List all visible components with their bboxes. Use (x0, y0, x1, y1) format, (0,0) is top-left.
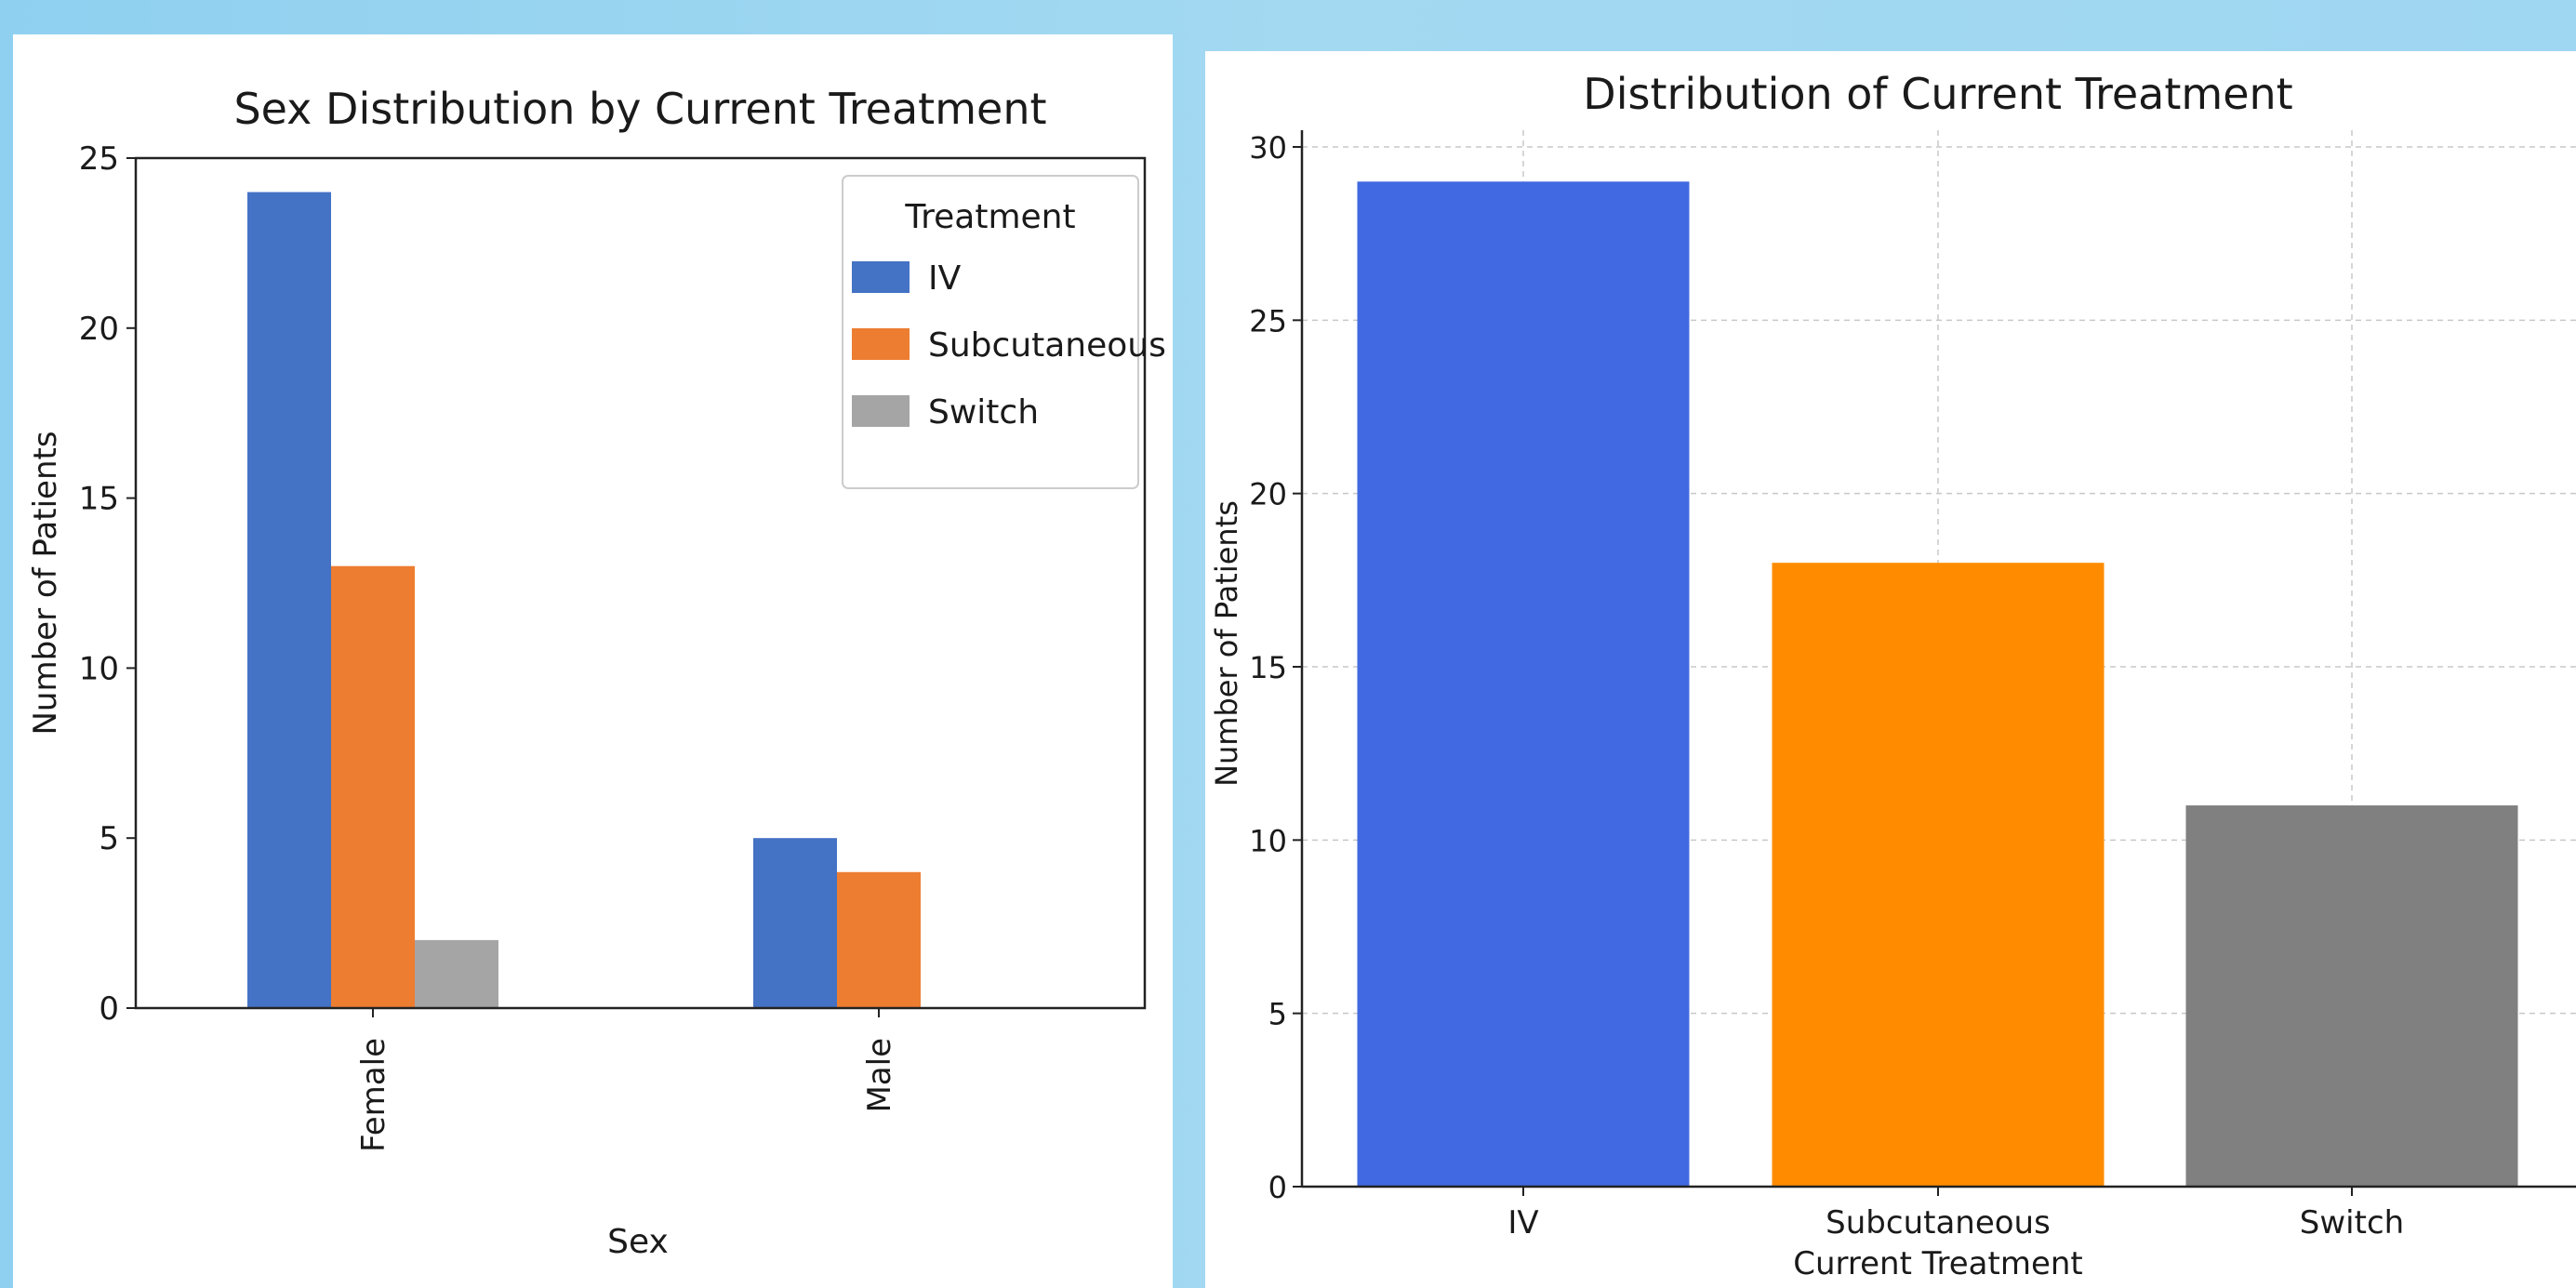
bar-female-iv (247, 192, 331, 1008)
bar-male-iv (753, 838, 837, 1008)
x-tick-label: Female (355, 1038, 392, 1152)
y-axis-label: Number of Patients (27, 431, 64, 735)
y-tick-label: 0 (1268, 1170, 1287, 1205)
x-tick-label: Switch (2300, 1204, 2404, 1242)
x-tick-label: Male (861, 1038, 898, 1113)
legend-box (842, 175, 1139, 489)
bar-group (1357, 181, 2518, 1188)
chart-panel-sex-distribution: Sex Distribution by Current Treatment Nu… (13, 34, 1173, 1288)
bar-switch (2185, 805, 2518, 1187)
bar-female-subcutaneous (331, 565, 415, 1008)
chart-panel-treatment-distribution: Distribution of Current Treatment Number… (1205, 51, 2576, 1288)
x-tick-label: IV (1507, 1204, 1538, 1242)
chart-title: Distribution of Current Treatment (1583, 69, 2292, 119)
y-tick-label: 15 (1249, 650, 1287, 685)
y-tick-label: 25 (1249, 303, 1287, 339)
bar-subcutaneous (1772, 563, 2105, 1187)
legend-swatch (852, 261, 910, 293)
legend: Treatment IV Subcutaneous Switch (842, 175, 1166, 489)
y-tick-label: 10 (1249, 823, 1287, 858)
legend-label: Subcutaneous (928, 326, 1166, 365)
y-tick-label: 25 (79, 140, 119, 178)
bar-group (247, 192, 921, 1008)
chart-title: Sex Distribution by Current Treatment (233, 84, 1046, 134)
y-tick-label: 30 (1249, 130, 1287, 166)
y-axis-label: Number of Patients (1209, 500, 1244, 787)
y-tick-label: 0 (99, 990, 119, 1028)
x-axis-ticks: IV Subcutaneous Switch (1507, 1187, 2404, 1242)
treatment-distribution-chart: Distribution of Current Treatment Number… (1209, 69, 2576, 1282)
legend-swatch (852, 328, 910, 360)
legend-label: Switch (928, 393, 1039, 432)
bar-male-subcutaneous (837, 871, 921, 1008)
x-tick-label: Subcutaneous (1826, 1204, 2051, 1242)
legend-label: IV (928, 259, 962, 298)
y-tick-label: 15 (79, 481, 119, 518)
sex-distribution-chart: Sex Distribution by Current Treatment Nu… (27, 84, 1166, 1261)
plot-frame (134, 156, 1147, 1010)
y-tick-label: 20 (79, 311, 119, 348)
y-tick-label: 5 (99, 820, 119, 857)
y-tick-label: 10 (79, 650, 119, 687)
bar-female-switch (415, 939, 498, 1008)
legend-swatch (852, 395, 910, 427)
legend-title: Treatment (904, 198, 1075, 236)
bar-iv (1357, 181, 1690, 1188)
y-tick-label: 20 (1249, 477, 1287, 512)
x-axis-ticks: Female Male (355, 1008, 898, 1152)
y-tick-label: 5 (1268, 997, 1287, 1032)
x-axis-label: Current Treatment (1793, 1245, 2083, 1282)
y-axis-ticks: 0 5 10 15 20 25 (79, 140, 136, 1028)
y-axis-ticks: 0 5 10 15 20 25 30 (1249, 130, 1302, 1205)
x-axis-label: Sex (607, 1223, 669, 1261)
